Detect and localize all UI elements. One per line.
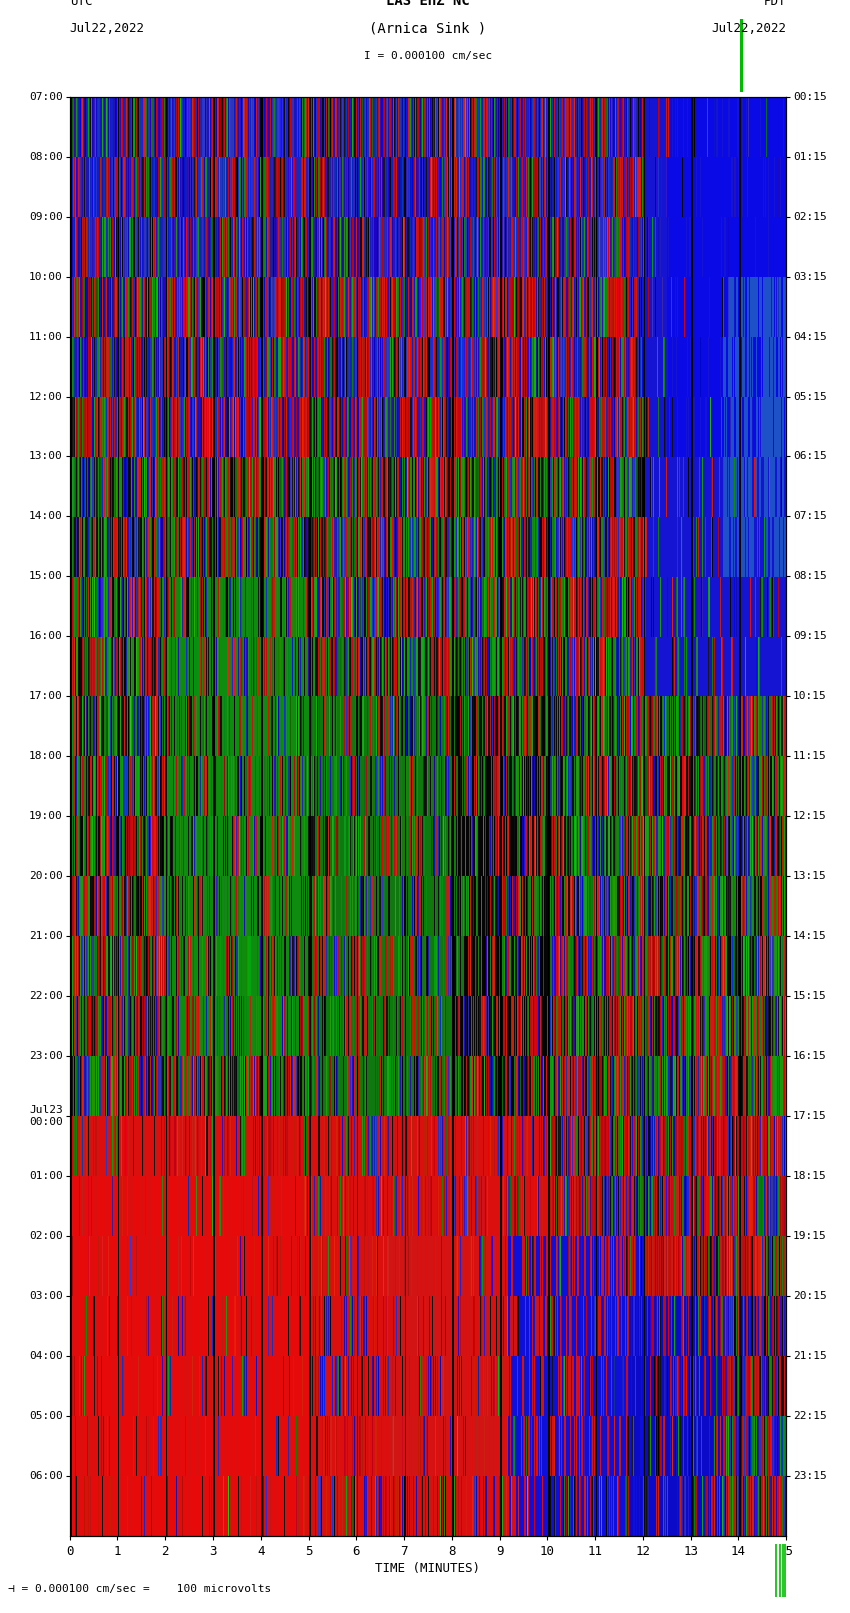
Text: Jul22,2022: Jul22,2022 [70, 23, 144, 35]
Text: Jul22,2022: Jul22,2022 [711, 23, 786, 35]
Text: ⊣ = 0.000100 cm/sec =    100 microvolts: ⊣ = 0.000100 cm/sec = 100 microvolts [8, 1584, 272, 1594]
Text: UTC: UTC [70, 0, 92, 8]
Text: PDT: PDT [764, 0, 786, 8]
Text: I = 0.000100 cm/sec: I = 0.000100 cm/sec [364, 52, 492, 61]
X-axis label: TIME (MINUTES): TIME (MINUTES) [376, 1561, 480, 1574]
Text: (Arnica Sink ): (Arnica Sink ) [370, 21, 486, 35]
Text: LAS EHZ NC: LAS EHZ NC [386, 0, 470, 8]
